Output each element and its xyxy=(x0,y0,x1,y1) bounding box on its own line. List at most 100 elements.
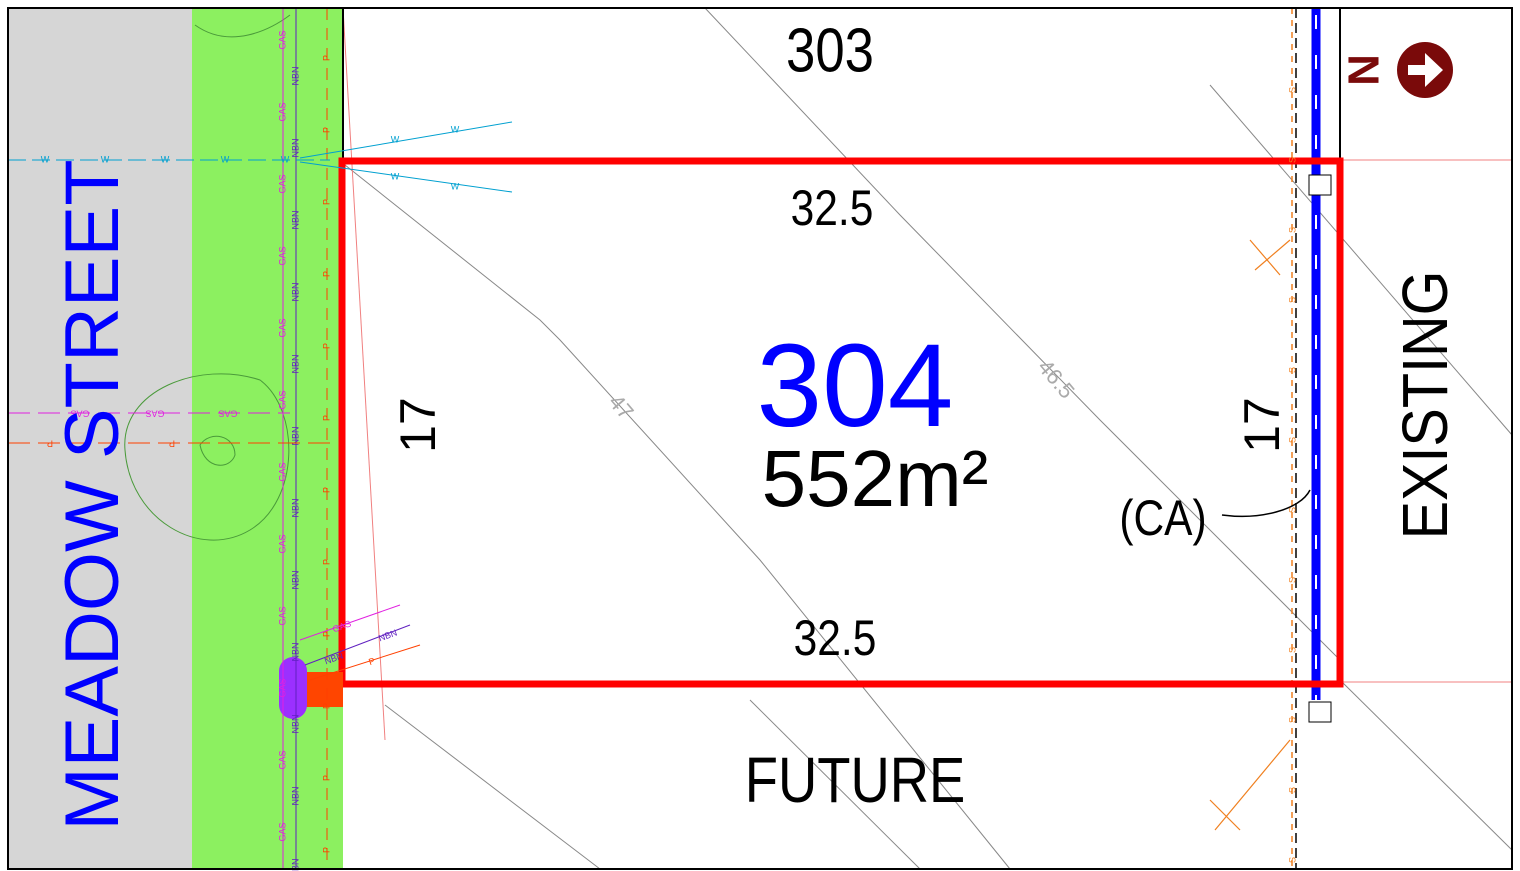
power-label: P xyxy=(47,439,53,449)
boundary xyxy=(342,7,386,741)
nbn-label: NBN xyxy=(290,642,300,661)
power-label: P xyxy=(321,847,331,853)
power-label: P xyxy=(321,415,331,421)
gas-label: GAS xyxy=(277,606,287,625)
sewer-label: S xyxy=(1287,787,1297,793)
power-label: P xyxy=(321,127,331,133)
tree xyxy=(124,373,290,541)
nbn-label: NBN xyxy=(290,354,300,373)
water-label: W xyxy=(391,134,400,144)
gas-label: GAS xyxy=(70,409,89,419)
water-label: W xyxy=(221,154,230,164)
power-label: P xyxy=(321,487,331,493)
power-label: P xyxy=(321,559,331,565)
nbn-label: NBN xyxy=(290,210,300,229)
power-label: P xyxy=(321,55,331,61)
nbn-label: NBN xyxy=(290,498,300,517)
contour xyxy=(1209,84,1513,436)
junction xyxy=(1214,739,1291,831)
nbn-label: NBN xyxy=(290,714,300,733)
gas-label: GAS xyxy=(277,750,287,769)
junction xyxy=(1254,239,1291,271)
boundaries xyxy=(342,7,1512,741)
contours xyxy=(344,7,1513,870)
nbn-line xyxy=(304,624,411,666)
border xyxy=(7,7,1513,870)
sewer-label: S xyxy=(1287,507,1297,513)
power-label: P xyxy=(321,271,331,277)
lot-area: 552m² xyxy=(762,434,989,523)
leader xyxy=(1221,489,1311,518)
gas-label: GAS xyxy=(277,174,287,193)
nbn-label: NBN xyxy=(290,66,300,85)
pit xyxy=(1308,174,1332,196)
top-dimension: 32.5 xyxy=(791,180,874,236)
gas-label: GAS xyxy=(277,246,287,265)
gas-label: GAS xyxy=(145,409,164,419)
gas-label: GAS xyxy=(277,534,287,553)
north-label: N xyxy=(1340,54,1389,86)
tree xyxy=(199,435,236,466)
services: GAS NBN P GAS NBN P GAS NBN P GAS NBN P GAS NBN P GAS NB… xyxy=(8,8,1297,871)
water-label: W xyxy=(101,154,110,164)
sewer-label: S xyxy=(1287,87,1297,93)
lot-number: 304 xyxy=(757,320,954,452)
power-label: P xyxy=(321,775,331,781)
junction xyxy=(1209,799,1241,831)
power-line xyxy=(309,644,421,681)
gas-label: GAS xyxy=(277,30,287,49)
water-label: W xyxy=(451,181,460,191)
power-label: P xyxy=(367,656,376,667)
sewer-label: S xyxy=(1287,227,1297,233)
sewer-label: S xyxy=(1287,297,1297,303)
sewer-label: S xyxy=(1287,717,1297,723)
power-label: P xyxy=(321,343,331,349)
gas-label: GAS xyxy=(277,390,287,409)
sewer-label: S xyxy=(1287,367,1297,373)
sewer-label: S xyxy=(1287,437,1297,443)
gas-label: GAS xyxy=(277,318,287,337)
lot-304-boundary xyxy=(338,157,1344,688)
connection xyxy=(305,672,343,707)
nbn-label: NBN xyxy=(290,138,300,157)
sewer-label: S xyxy=(1287,857,1297,863)
future-lot: FUTURE xyxy=(745,744,966,816)
water-line xyxy=(299,161,513,193)
gas-label: GAS xyxy=(218,409,237,419)
water-label: W xyxy=(161,154,170,164)
bottom-dimension: 32.5 xyxy=(794,610,877,666)
water-label: W xyxy=(41,154,50,164)
gas-label: GAS xyxy=(277,462,287,481)
left-dimension: 17 xyxy=(390,397,446,453)
pit xyxy=(1308,701,1332,723)
verge xyxy=(192,8,343,869)
connection-pit xyxy=(279,657,307,719)
junction xyxy=(1249,239,1281,276)
nbn-label: NBN xyxy=(290,570,300,589)
nbn-label: NBN xyxy=(290,786,300,805)
nbn-label: NBN xyxy=(290,858,300,871)
road xyxy=(8,8,192,869)
gas-line xyxy=(299,604,401,641)
water-line xyxy=(299,121,513,159)
sewer-label: S xyxy=(1287,577,1297,583)
contour xyxy=(384,704,601,870)
junctions xyxy=(1209,239,1291,831)
water-label: W xyxy=(281,154,290,164)
contour xyxy=(344,164,1011,870)
power-label: P xyxy=(321,199,331,205)
right-dimension: 17 xyxy=(1234,397,1290,453)
gas-label: GAS xyxy=(277,102,287,121)
power-label: P xyxy=(321,631,331,637)
street-name: MEADOW STREET xyxy=(50,159,135,830)
lot-303: 303 xyxy=(786,16,874,85)
power-label: P xyxy=(321,703,331,709)
sewer-label: S xyxy=(1287,647,1297,653)
sewer-label: S xyxy=(1287,157,1297,163)
nbn-label: NBN xyxy=(290,282,300,301)
existing-lot: EXISTING xyxy=(1389,271,1460,540)
north-arrow-head xyxy=(1408,53,1443,87)
power-label: P xyxy=(169,439,175,449)
nbn-label: NBN xyxy=(290,426,300,445)
